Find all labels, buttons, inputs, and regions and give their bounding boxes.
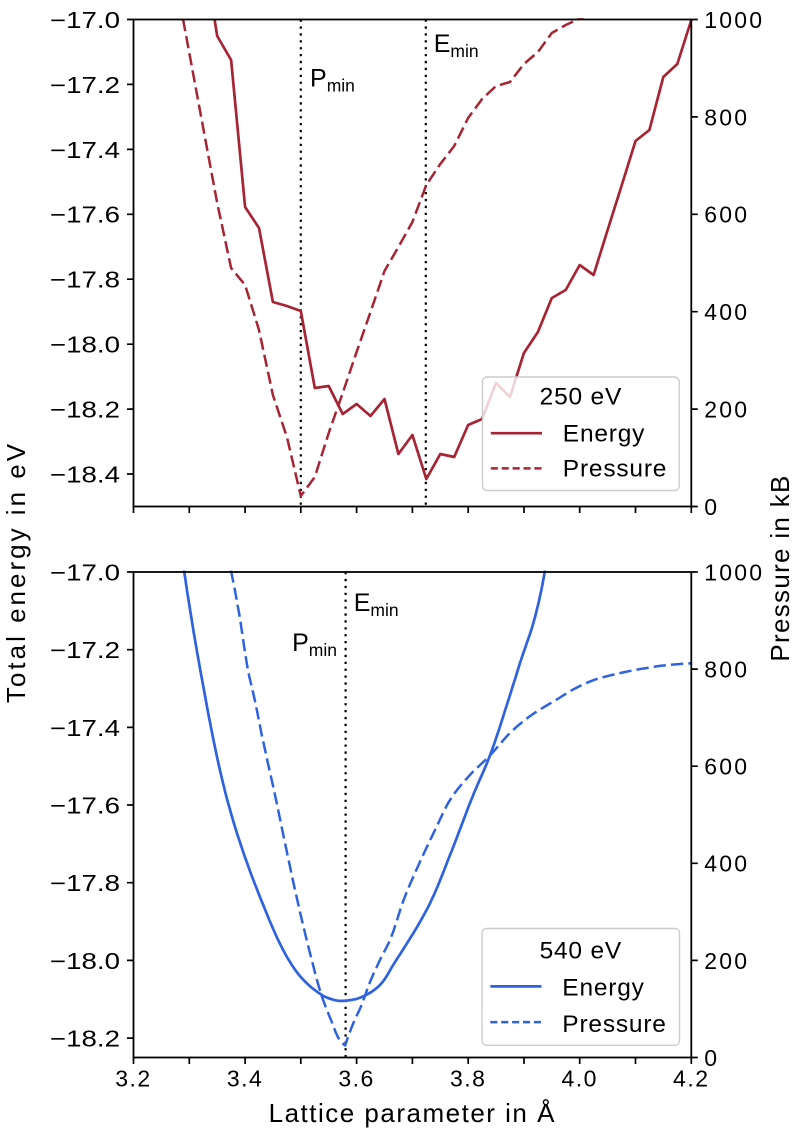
svg-text:3.8: 3.8 [450, 1066, 486, 1092]
svg-text:−17.6: −17.6 [50, 202, 120, 228]
svg-text:−17.8: −17.8 [50, 870, 120, 896]
svg-text:−18.0: −18.0 [50, 948, 120, 974]
svg-text:4.0: 4.0 [561, 1066, 597, 1092]
svg-text:400: 400 [704, 851, 749, 877]
svg-text:1000: 1000 [704, 7, 764, 33]
svg-text:540 eV: 540 eV [540, 937, 622, 964]
svg-text:Pressure: Pressure [562, 1011, 666, 1038]
svg-text:200: 200 [704, 948, 749, 974]
svg-text:−17.2: −17.2 [50, 637, 120, 663]
svg-text:−18.0: −18.0 [50, 332, 120, 358]
svg-text:250 eV: 250 eV [540, 384, 622, 411]
svg-text:4.2: 4.2 [673, 1066, 709, 1092]
svg-text:200: 200 [704, 397, 749, 423]
svg-text:−17.0: −17.0 [50, 7, 120, 33]
svg-text:−17.4: −17.4 [50, 715, 120, 741]
svg-text:Lattice parameter in Å: Lattice parameter in Å [269, 1098, 556, 1128]
svg-text:0: 0 [704, 494, 719, 520]
svg-text:3.4: 3.4 [227, 1066, 263, 1092]
svg-text:−17.8: −17.8 [50, 267, 120, 293]
svg-text:400: 400 [704, 299, 749, 325]
svg-text:−18.2: −18.2 [50, 1026, 120, 1052]
svg-text:600: 600 [704, 754, 749, 780]
svg-text:−18.2: −18.2 [50, 397, 120, 423]
svg-text:Energy: Energy [563, 420, 645, 447]
svg-text:−17.4: −17.4 [50, 137, 120, 163]
svg-text:−18.4: −18.4 [50, 461, 120, 487]
svg-text:Energy: Energy [562, 974, 644, 1001]
svg-text:1000: 1000 [704, 559, 764, 585]
svg-text:600: 600 [704, 202, 749, 228]
svg-text:800: 800 [704, 104, 749, 130]
svg-text:800: 800 [704, 657, 749, 683]
svg-text:−17.6: −17.6 [50, 792, 120, 818]
svg-text:−17.0: −17.0 [50, 559, 120, 585]
svg-text:Total energy in eV: Total energy in eV [1, 441, 31, 703]
svg-text:0: 0 [704, 1045, 719, 1071]
svg-text:Pressure in kB: Pressure in kB [765, 474, 795, 661]
svg-text:Pressure: Pressure [563, 455, 667, 482]
svg-text:−17.2: −17.2 [50, 72, 120, 98]
svg-text:3.2: 3.2 [115, 1066, 151, 1092]
svg-text:3.6: 3.6 [338, 1066, 374, 1092]
